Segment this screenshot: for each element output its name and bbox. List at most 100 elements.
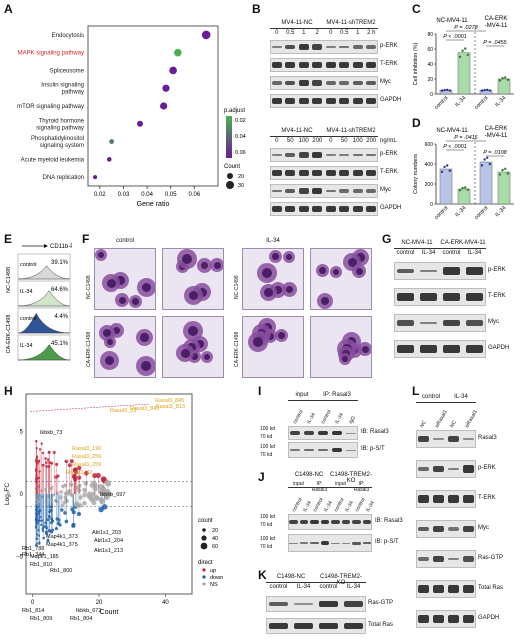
panel-b-bottom-dose: 200	[366, 138, 377, 144]
panel-b-bottom-band	[339, 154, 350, 156]
chart-h-point	[41, 529, 45, 533]
panel-b-top-band	[325, 46, 336, 48]
chart-h-label: Map4k1_375	[46, 542, 78, 548]
chart-h-point	[35, 506, 39, 509]
chart-h-point	[47, 450, 51, 454]
panel-b-bottom-band	[271, 206, 282, 212]
chartD-point	[466, 188, 469, 191]
panel-f-nucleus	[112, 326, 121, 335]
panel-b-bottom-band	[352, 153, 363, 157]
panel-l-lane: NC	[419, 419, 428, 429]
panel-l-lane: NC	[449, 419, 458, 429]
chart-h-point	[51, 528, 55, 532]
chart-h-label: Rb1_800	[50, 568, 72, 574]
panel-l-blot-strip	[416, 460, 476, 478]
chart-e-histogram	[17, 265, 71, 280]
panel-b-top-band	[325, 98, 336, 104]
chart-a-point	[174, 48, 182, 57]
chart-h-legend-count-tick: 60	[212, 544, 218, 550]
panel-label-d: D	[412, 116, 421, 130]
panel-b-bottom-band	[285, 153, 296, 157]
chart-h-point	[67, 463, 72, 468]
panel-b-bottom-band	[325, 170, 336, 176]
chartC-point	[461, 49, 464, 52]
chart-h-point	[83, 481, 89, 486]
chartD-bar	[439, 168, 453, 205]
panel-label-l: L	[412, 384, 420, 398]
panel-f-nucleus	[286, 254, 292, 260]
chart-h-point	[77, 465, 82, 471]
panel-f-nucleus	[180, 348, 190, 358]
chartC-point	[466, 53, 469, 57]
chart-h-point	[42, 536, 45, 540]
chart-h-point	[35, 440, 38, 443]
panel-i-band	[304, 449, 314, 451]
chart-h-legend-direct-item: down	[210, 575, 223, 581]
panel-label-i: I	[258, 384, 262, 398]
chart-e-cond: IL-34	[20, 289, 33, 295]
panel-f-nucleus	[272, 253, 279, 260]
chartC-bar	[497, 78, 511, 95]
chart-h-point	[42, 525, 45, 529]
panel-f-nucleus	[204, 354, 210, 360]
panel-f-nucleus	[107, 339, 113, 345]
panel-b-top-band	[325, 81, 336, 85]
chartD-point	[486, 156, 489, 159]
panel-i-rule	[288, 400, 358, 401]
panel-b-bottom-band	[352, 189, 363, 193]
chartC-bar	[457, 52, 471, 95]
panel-k-band	[319, 622, 338, 630]
panel-f-nucleus	[347, 257, 357, 267]
chart-h-point	[105, 480, 112, 487]
chartD-ytick-label: 0	[430, 202, 433, 208]
panel-b-top-time: 0	[275, 30, 279, 36]
panel-l-band	[417, 495, 430, 503]
panel-l-blot-strip	[416, 490, 476, 508]
chart-h-point	[35, 513, 38, 516]
chart-h-point	[84, 470, 89, 476]
chart-a-category-label: DNA replication	[43, 175, 84, 181]
chart-h-point	[45, 530, 48, 534]
panel-b-bottom-band	[339, 170, 350, 176]
panel-b-top-time: 2	[315, 30, 319, 36]
panel-f-nucleus	[333, 269, 339, 275]
chartC-point	[440, 89, 444, 92]
chart-h-point	[36, 537, 39, 541]
chart-h-point	[34, 544, 38, 547]
panel-f-nucleus	[116, 276, 125, 285]
chart-h-xlabel: Count	[100, 609, 119, 616]
panel-k-band	[269, 622, 288, 630]
chart-e-cond: IL-34	[20, 343, 33, 349]
panel-f-micrograph	[162, 248, 224, 310]
chartD-ytick-label: 200	[425, 182, 434, 188]
panel-i-ib: IB: Rasal3	[361, 429, 389, 435]
panel-g-lane: control	[396, 250, 415, 256]
panel-label-g: G	[382, 232, 392, 246]
panel-f-nucleus	[342, 356, 348, 362]
chartC-point	[504, 76, 507, 79]
panel-label-h: H	[4, 384, 13, 398]
chart-h-legend-direct-title: direct	[198, 560, 213, 566]
chartC-pval: P < .0001	[443, 34, 467, 40]
panel-i-mw: 100 kd	[260, 444, 276, 450]
panel-b-top-band	[325, 62, 336, 68]
chart-a-category-label: Thyroid hormone	[39, 118, 85, 124]
panel-i-band	[346, 449, 356, 452]
chart-h-ytick-label: 0	[20, 492, 24, 498]
panel-i-band	[290, 431, 300, 435]
panel-j-band	[352, 520, 361, 524]
panel-i-ib: IB: p-S/T	[361, 446, 385, 452]
panel-j-band	[331, 542, 340, 544]
chartD-point	[504, 167, 507, 170]
chart-a-category-label: Acute myeloid leukemia	[21, 157, 85, 163]
panel-f-nucleus	[141, 282, 152, 293]
panel-l-blot-strip	[416, 610, 476, 628]
panel-j-blot-strip	[288, 534, 372, 552]
panel-l-blot-strip	[416, 430, 476, 448]
chart-h-point	[38, 448, 42, 451]
chartD-pval: P = .0108	[483, 150, 507, 156]
chart-h-point	[39, 516, 42, 519]
panel-b-top-band	[352, 81, 363, 85]
panel-g-blot-strip	[394, 314, 486, 332]
panel-b-top-band	[352, 45, 363, 49]
